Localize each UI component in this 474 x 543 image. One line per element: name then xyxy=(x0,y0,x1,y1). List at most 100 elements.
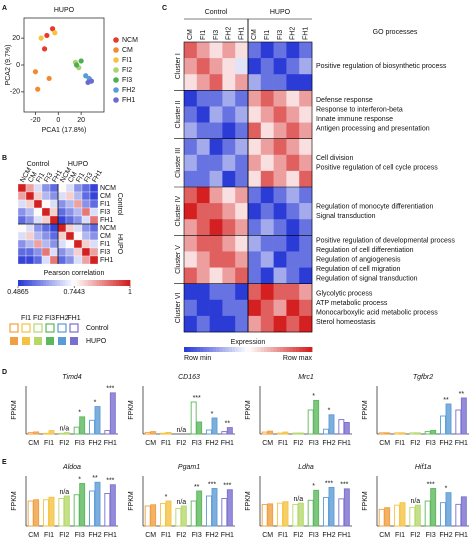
colorbar-step xyxy=(270,347,274,352)
heat-cell xyxy=(299,299,313,317)
heat-cell xyxy=(248,235,262,252)
point xyxy=(78,58,84,64)
column-label: FH1 xyxy=(91,169,104,184)
colorbar-step xyxy=(76,280,80,286)
bar xyxy=(292,504,299,527)
significance: *** xyxy=(325,480,333,487)
heat-cell xyxy=(25,255,35,265)
heat-cell xyxy=(81,183,91,193)
row-label: NCM xyxy=(100,185,116,192)
heat-cell xyxy=(196,219,210,236)
colorbar-step xyxy=(248,347,252,352)
point xyxy=(35,86,41,92)
x-tick-label: FI3 xyxy=(192,440,202,447)
legend-marker xyxy=(113,97,119,103)
go-term: Response to interferon-beta xyxy=(316,107,403,114)
bar xyxy=(338,498,345,527)
x-tick-label: FI3 xyxy=(192,532,202,539)
x-tick-label: CM xyxy=(262,440,273,447)
heat-cell xyxy=(25,191,35,201)
heat-cell xyxy=(73,231,83,241)
group-label: HUPO xyxy=(68,161,89,168)
legend-category: FI3 xyxy=(45,315,55,322)
legend-swatch-filled xyxy=(22,337,30,345)
heat-cell xyxy=(235,74,249,91)
x-tick-label: FI3 xyxy=(426,440,436,447)
heat-cell xyxy=(184,74,198,91)
x-tick-label: FH1 xyxy=(221,440,234,447)
colorbar-tick-label: 0.7443 xyxy=(64,289,86,296)
heat-cell xyxy=(248,170,262,188)
heat-cell xyxy=(89,191,99,201)
heat-cell xyxy=(57,255,67,265)
heat-cell xyxy=(17,255,27,265)
bar xyxy=(58,432,65,435)
colorbar-step xyxy=(232,347,236,352)
significance: ** xyxy=(194,484,200,491)
heat-cell xyxy=(222,42,236,59)
go-term: Positive regulation of biosynthetic proc… xyxy=(316,63,447,70)
colorbar-step xyxy=(20,280,24,286)
x-tick-label: FH2 xyxy=(439,532,452,539)
column-label: CM xyxy=(27,171,39,184)
colorbar-tick-label: 0.4865 xyxy=(7,289,29,296)
heat-cell xyxy=(273,122,287,139)
heat-cell xyxy=(81,199,91,209)
bar xyxy=(150,431,157,435)
heat-cell xyxy=(235,251,249,268)
heat-cell xyxy=(184,219,198,236)
heat-cell xyxy=(196,283,210,301)
colorbar-step xyxy=(225,347,230,352)
heat-cell xyxy=(17,207,27,217)
colorbar-step xyxy=(65,280,69,286)
bar xyxy=(277,432,283,435)
bar xyxy=(104,430,111,435)
point xyxy=(32,69,39,75)
go-term: Regulation of angiogenesis xyxy=(316,256,401,263)
heat-cell xyxy=(41,199,51,209)
heat-cell xyxy=(260,74,274,91)
x-tick-label: 20 xyxy=(77,117,85,124)
heat-cell xyxy=(196,90,210,107)
x-tick-label: FI2 xyxy=(176,440,186,447)
heat-cell xyxy=(57,199,67,209)
heat-cell xyxy=(222,90,236,107)
legend-swatch-hollow xyxy=(21,323,31,333)
heat-cell xyxy=(184,154,198,172)
legend-swatch-filled xyxy=(10,337,18,345)
x-tick-label: CM xyxy=(28,532,39,539)
bar xyxy=(33,499,40,527)
row-label: FI3 xyxy=(100,209,110,216)
heat-cell xyxy=(89,231,99,241)
chart-title: Mrc1 xyxy=(298,374,314,381)
heat-cell xyxy=(196,170,210,188)
bar xyxy=(109,392,116,435)
heat-cell xyxy=(286,219,300,236)
colorbar-step xyxy=(193,347,198,352)
heat-cell xyxy=(209,138,223,156)
heat-cell xyxy=(273,219,287,236)
x-tick-label: FH2 xyxy=(205,532,218,539)
go-term: Glycolytic process xyxy=(316,290,373,297)
cluster-label: Cluster VI xyxy=(175,292,182,323)
bar xyxy=(460,397,467,435)
colorbar-step xyxy=(260,347,265,352)
heat-cell xyxy=(17,191,27,201)
heat-cell xyxy=(273,58,287,75)
bar xyxy=(323,496,329,527)
significance: * xyxy=(211,411,214,418)
chart-title: Hif1a xyxy=(415,464,431,471)
heat-cell xyxy=(299,154,313,172)
go-term: Defense response xyxy=(316,97,373,104)
bar xyxy=(144,505,151,527)
colorbar-step xyxy=(104,280,108,286)
bar xyxy=(73,426,80,435)
heat-cell xyxy=(273,235,287,252)
heat-cell xyxy=(260,154,274,172)
colorbar-step xyxy=(244,347,249,352)
heat-cell xyxy=(196,235,210,252)
heat-cell xyxy=(248,219,262,236)
heat-cell xyxy=(260,42,274,59)
significance: * xyxy=(78,410,81,417)
heat-cell xyxy=(260,122,274,139)
